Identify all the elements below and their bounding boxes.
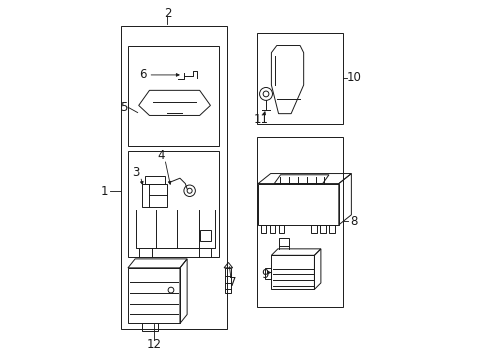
Bar bbox=[257, 137, 343, 307]
Bar bbox=[264, 269, 271, 279]
Bar bbox=[319, 225, 325, 233]
Bar bbox=[128, 45, 219, 146]
Text: 1: 1 bbox=[100, 185, 107, 198]
Bar bbox=[142, 184, 167, 207]
Bar bbox=[200, 230, 211, 241]
Text: 6: 6 bbox=[140, 68, 147, 81]
Bar bbox=[225, 268, 231, 293]
Text: 5: 5 bbox=[120, 101, 127, 114]
Bar bbox=[142, 323, 158, 331]
Text: 3: 3 bbox=[132, 166, 140, 179]
Text: 7: 7 bbox=[229, 276, 236, 289]
Bar bbox=[328, 225, 334, 233]
Text: 8: 8 bbox=[349, 215, 356, 228]
Bar bbox=[278, 238, 288, 246]
Text: 12: 12 bbox=[146, 338, 162, 351]
Text: 11: 11 bbox=[253, 113, 268, 126]
Bar bbox=[271, 255, 314, 289]
Bar bbox=[121, 26, 226, 329]
Text: 10: 10 bbox=[346, 71, 361, 84]
Text: 4: 4 bbox=[157, 149, 165, 162]
Bar bbox=[128, 151, 219, 257]
Text: 9: 9 bbox=[261, 268, 268, 281]
Bar bbox=[145, 176, 164, 184]
Bar bbox=[260, 225, 266, 233]
Bar bbox=[128, 268, 180, 323]
Bar bbox=[278, 225, 284, 233]
Text: 2: 2 bbox=[163, 7, 171, 20]
Bar bbox=[269, 225, 275, 233]
Bar bbox=[257, 33, 343, 125]
Bar bbox=[310, 225, 316, 233]
